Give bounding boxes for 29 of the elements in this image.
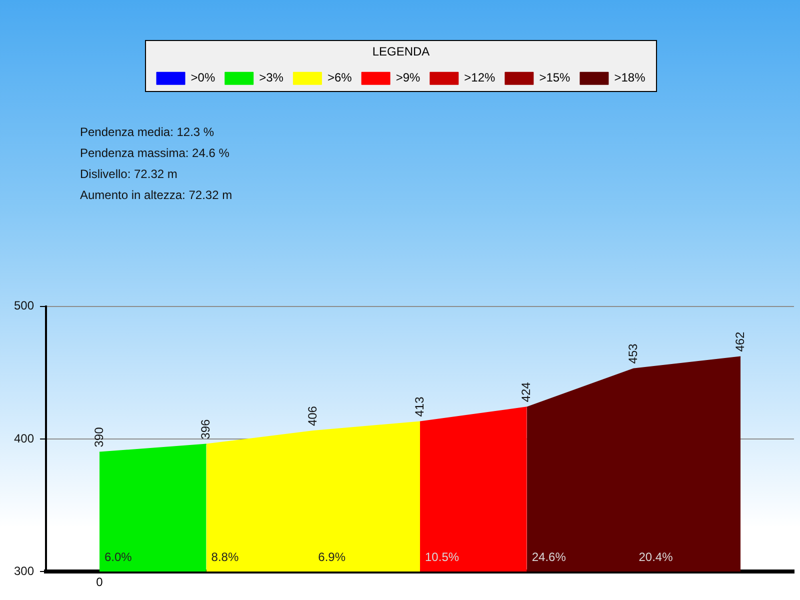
annotation: 6.0% <box>104 550 132 564</box>
legend-label: >18% <box>614 70 646 85</box>
annotation: 24.6% <box>532 550 566 564</box>
data-label: 424 <box>519 382 534 402</box>
data-label: 390 <box>92 426 106 448</box>
annotation: 8.8% <box>211 550 239 564</box>
annotation: 20.4% <box>638 550 674 564</box>
legend-label: >6% <box>327 70 352 85</box>
annotation: 6.9% <box>318 550 346 564</box>
y-tick-label: 400 <box>14 431 34 446</box>
data-label: 396 <box>198 418 213 440</box>
text: Pendenza media: 12.3 % <box>80 125 214 139</box>
y-tick-label: 300 <box>14 564 34 578</box>
legend-label: >12% <box>464 70 496 85</box>
annotation: 10.5% <box>425 550 460 564</box>
data-label: 406 <box>305 406 320 426</box>
legend-label: >3% <box>259 70 284 85</box>
text: Dislivello: 72.32 m <box>80 167 178 181</box>
x-tick-label: 0 <box>96 575 104 590</box>
text: Aumento in altezza: 72.32 m <box>80 188 232 202</box>
legend-label: >0% <box>190 70 216 85</box>
data-label: 413 <box>412 396 426 417</box>
text: Pendenza massima: 24.6 % <box>80 146 230 160</box>
y-tick-label: 500 <box>14 298 34 313</box>
legend-title: LEGENDA <box>372 44 430 58</box>
data-label: 462 <box>732 331 747 352</box>
legend-label: >9% <box>396 70 420 85</box>
data-label: 453 <box>626 343 640 364</box>
legend-label: >15% <box>539 70 571 85</box>
